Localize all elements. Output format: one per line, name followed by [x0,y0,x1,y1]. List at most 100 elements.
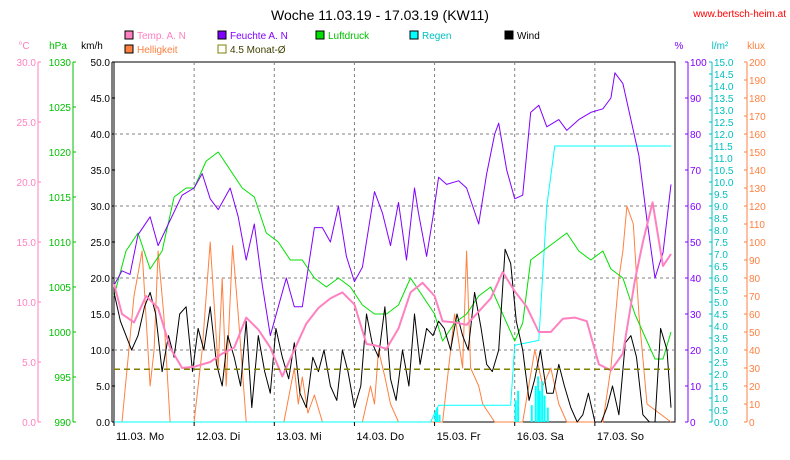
pres-tick-label: 995 [54,373,71,384]
wind-tick-label: 25.0 [91,238,111,249]
light-tick-label: 100 [749,238,766,249]
rain-tick-label: 13.5 [714,94,734,105]
rain-bar [438,414,441,422]
legend-swatch [124,30,134,40]
legend-label: Helligkeit [137,45,178,56]
chart-title: Woche 11.03.19 - 17.03.19 (KW11) [271,7,489,23]
rain-bar [514,400,517,422]
light-tick-label: 190 [749,76,766,87]
light-tick-label: 60 [749,310,761,321]
rain-tick-label: 14.0 [714,82,734,93]
light-tick-label: 130 [749,184,766,195]
hum-tick-label: 50 [690,238,702,249]
x-tick-label: 14.03. Do [356,431,404,443]
light-tick-label: 20 [749,382,761,393]
light-tick-label: 90 [749,256,761,267]
wind-tick-label: 20.0 [91,274,111,285]
temp-axis-unit: °C [18,41,29,52]
light-tick-label: 200 [749,58,766,69]
source-label: www.bertsch-heim.at [692,9,786,20]
series-line-temp-a-n [113,201,672,378]
legend-label: 4.5 Monat-Ø [230,45,286,56]
pres-tick-label: 1025 [49,103,72,114]
temp-tick-label: 30.0 [17,58,37,69]
wind-tick-label: 10.0 [91,346,111,357]
legend-swatch [315,30,325,40]
temp-tick-label: 10.0 [17,298,37,309]
temp-tick-label: 20.0 [17,178,37,189]
light-tick-label: 0 [749,418,755,429]
temp-tick-label: 15.0 [17,238,37,249]
rain-tick-label: 1.5 [714,382,728,393]
series-line-luftdruck [113,151,672,360]
series-lines [113,72,675,423]
rain-tick-label: 9.5 [714,190,728,201]
rain-bar [436,407,439,422]
series-line-feuchte-a-n [113,72,672,337]
grid [114,62,675,422]
light-tick-label: 50 [749,328,761,339]
rain-tick-label: 2.5 [714,358,728,369]
hum-tick-label: 0 [690,418,696,429]
rain-tick-label: 2.0 [714,370,728,381]
legend: Temp. A. N Feuchte A. N Luftdruck Regen Wind… [124,30,540,56]
light-tick-label: 80 [749,274,761,285]
rain-bar [517,390,520,422]
pres-tick-label: 1020 [49,148,72,159]
series-line-wind [113,248,672,423]
x-tick-label: 17.03. So [597,431,644,443]
legend-label: Luftdruck [328,31,370,42]
wind-tick-label: 5.0 [96,382,110,393]
wind-tick-label: 35.0 [91,166,111,177]
hum-tick-label: 60 [690,202,702,213]
hum-tick-label: 90 [690,94,702,105]
light-tick-label: 120 [749,202,766,213]
x-tick-label: 12.03. Di [196,431,240,443]
legend-label: Temp. A. N [137,31,186,42]
rain-tick-label: 5.0 [714,298,728,309]
pres-tick-label: 1030 [49,58,72,69]
rain-tick-label: 11.0 [714,154,733,165]
pres-tick-label: 1010 [49,238,72,249]
wind-tick-label: 40.0 [91,130,111,141]
legend-label: Feuchte A. N [230,31,288,42]
series-line-helligkeit [114,205,672,423]
pres-tick-label: 1005 [49,283,72,294]
rain-tick-label: 7.5 [714,238,728,249]
plot-frame [113,61,676,423]
rain-tick-label: 6.0 [714,274,728,285]
light-tick-label: 30 [749,364,761,375]
rain-bar [543,395,546,422]
pres-tick-label: 1000 [49,328,72,339]
rain-tick-label: 3.0 [714,346,728,357]
rain-axis-unit: l/m² [712,41,729,52]
hum-tick-label: 40 [690,274,702,285]
light-tick-label: 70 [749,292,761,303]
pres-tick-label: 1015 [49,193,72,204]
x-axis-labels: 11.03. Mo 12.03. Di 13.03. Mi 14.03. Do 15.0… [113,422,644,443]
rain-tick-label: 12.5 [714,118,734,129]
rain-bar [538,390,541,422]
axes: °C0.05.010.015.020.025.030.0hPa990995100… [17,41,767,429]
rain-tick-label: 4.0 [714,322,728,333]
rain-tick-label: 1.0 [714,394,728,405]
hum-tick-label: 30 [690,310,702,321]
light-tick-label: 160 [749,130,766,141]
temp-tick-label: 0.0 [22,418,36,429]
rain-bar [546,407,549,422]
rain-tick-label: 0.0 [714,418,728,429]
rain-tick-label: 0.5 [714,406,728,417]
rain-bar [537,376,540,422]
pres-axis-unit: hPa [49,41,67,52]
x-tick-label: 11.03. Mo [116,431,164,443]
rain-tick-label: 9.0 [714,202,728,213]
light-tick-label: 140 [749,166,766,177]
rain-tick-label: 4.5 [714,310,728,321]
rain-bar [541,381,544,422]
hum-axis-unit: % [675,41,684,52]
rain-tick-label: 6.5 [714,262,728,273]
rain-tick-label: 8.5 [714,214,728,225]
hum-tick-label: 100 [690,58,707,69]
rain-tick-label: 10.0 [714,178,734,189]
